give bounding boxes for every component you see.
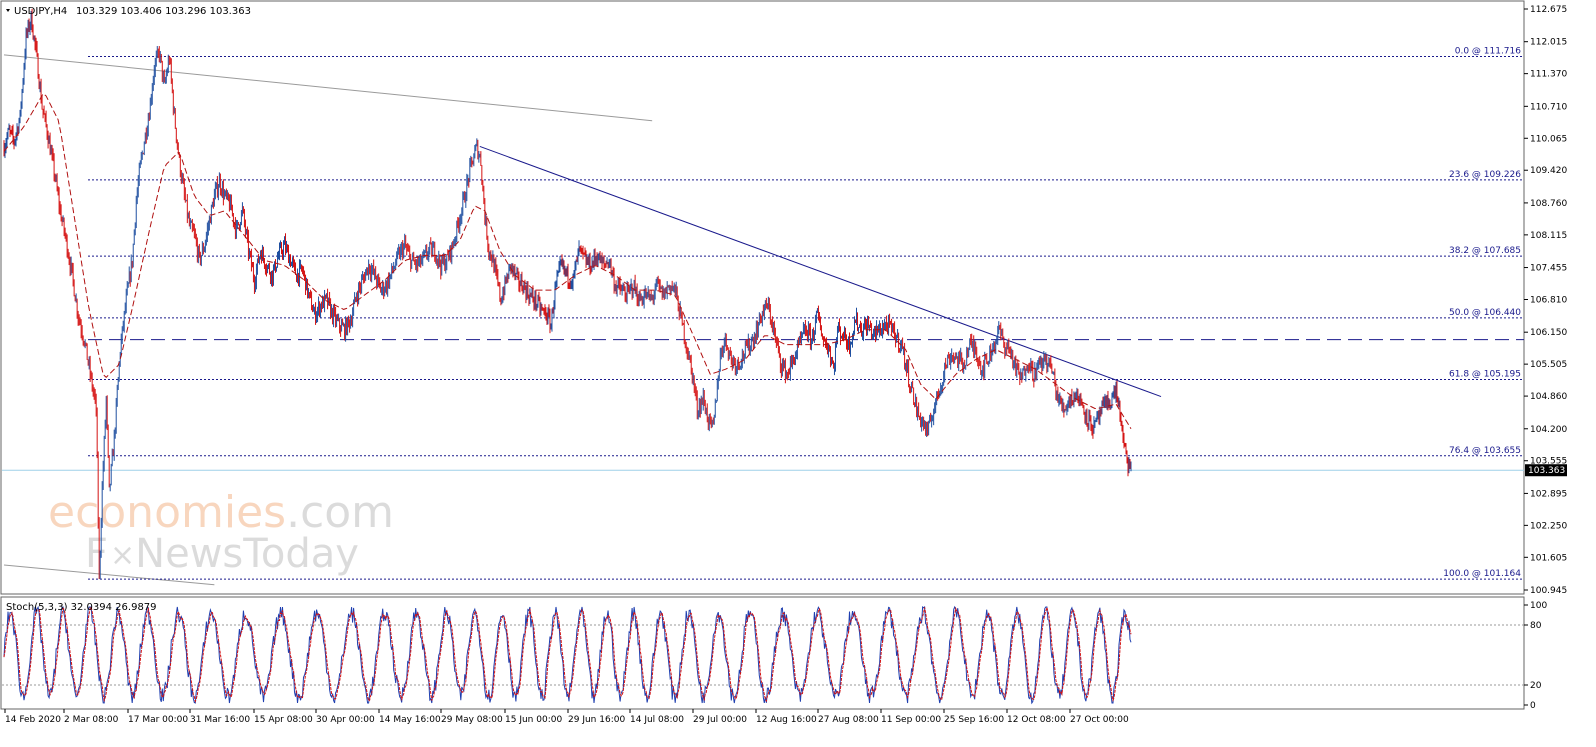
axes: 112.675 112.015 111.370 110.710 110.065 109.4… xyxy=(4,5,1567,725)
stoch-y-tick-label: 100 xyxy=(1530,601,1547,611)
current-price-box xyxy=(1525,464,1567,477)
fib-level-label: 76.4 @ 103.655 xyxy=(1449,446,1521,456)
chevron-down-icon[interactable] xyxy=(6,9,10,12)
y-tick-label: 100.945 xyxy=(1530,586,1567,596)
watermark-brand-a: economies.com xyxy=(48,487,394,538)
x-tick-label: 11 Sep 00:00 xyxy=(881,715,941,725)
y-tick-label: 104.200 xyxy=(1530,425,1567,435)
ma-line xyxy=(3,92,1132,430)
x-tick-label: 14 Feb 2020 xyxy=(5,715,61,725)
fib-level-label: 61.8 @ 105.195 xyxy=(1449,369,1521,379)
x-tick-label: 12 Aug 16:00 xyxy=(756,715,817,725)
x-tick-label: 31 Mar 16:00 xyxy=(190,715,250,725)
fib-level-label: 23.6 @ 109.226 xyxy=(1449,170,1521,180)
stoch-pane-frame xyxy=(0,596,1525,710)
y-tick-label: 107.455 xyxy=(1530,264,1567,274)
channel-lower-line[interactable] xyxy=(3,564,215,586)
y-tick-label: 103.555 xyxy=(1530,457,1567,467)
y-tick-label: 102.895 xyxy=(1530,489,1567,499)
x-tick-label: 2 Mar 08:00 xyxy=(64,715,119,725)
x-tick-label: 29 Jun 16:00 xyxy=(568,715,625,725)
y-tick-label: 106.150 xyxy=(1530,328,1567,338)
y-tick-label: 112.015 xyxy=(1530,38,1567,48)
stoch-main-line xyxy=(3,605,1132,705)
x-tick-label: 15 Jun 00:00 xyxy=(505,715,562,725)
stochastic-oscillator xyxy=(2,605,1524,705)
x-tick-label: 15 Apr 08:00 xyxy=(254,715,313,725)
drawing-objects: 0.0 @ 111.716 23.6 @ 109.226 38.2 @ 107.68… xyxy=(2,47,1524,586)
y-tick-label: 111.370 xyxy=(1530,70,1567,80)
y-tick-label: 112.675 xyxy=(1530,5,1567,15)
x-tick-label: 14 May 16:00 xyxy=(379,715,441,725)
fib-level-label: 100.0 @ 101.164 xyxy=(1443,569,1521,579)
y-tick-label: 105.505 xyxy=(1530,360,1567,370)
stoch-y-tick-label: 20 xyxy=(1530,681,1542,691)
ohlc-values: 103.329 103.406 103.296 103.363 xyxy=(76,6,251,17)
fib-level-label: 50.0 @ 106.440 xyxy=(1449,308,1521,318)
fib-level-label: 0.0 @ 111.716 xyxy=(1455,47,1522,57)
moving-average xyxy=(3,92,1132,430)
symbol-timeframe: USDJPY,H4 xyxy=(14,6,67,17)
channel-upper-line[interactable] xyxy=(3,54,653,122)
stoch-y-tick-label: 0 xyxy=(1530,701,1536,711)
x-tick-label: 27 Oct 00:00 xyxy=(1070,715,1129,725)
stoch-title: Stoch(5,3,3) 32.0394 26.9879 xyxy=(6,602,157,613)
y-tick-label: 110.710 xyxy=(1530,102,1567,112)
current-price-label: 103.363 xyxy=(1528,466,1565,476)
watermark-brand-c: F×NewsToday xyxy=(85,531,359,577)
y-tick-label: 108.115 xyxy=(1530,231,1567,241)
y-tick-label: 109.420 xyxy=(1530,166,1567,176)
x-tick-label: 12 Oct 08:00 xyxy=(1007,715,1066,725)
stoch-y-tick-label: 80 xyxy=(1530,621,1542,631)
x-tick-label: 29 Jul 00:00 xyxy=(693,715,747,725)
y-tick-label: 106.810 xyxy=(1530,296,1567,306)
y-tick-label: 104.860 xyxy=(1530,392,1567,402)
y-tick-label: 101.605 xyxy=(1530,553,1567,563)
stoch-signal-line xyxy=(3,605,1132,704)
fib-level-label: 38.2 @ 107.685 xyxy=(1449,246,1521,256)
trendline[interactable] xyxy=(479,145,1162,398)
x-tick-label: 27 Aug 08:00 xyxy=(818,715,879,725)
x-tick-label: 17 Mar 00:00 xyxy=(128,715,188,725)
symbol-header: USDJPY,H4 103.329 103.406 103.296 103.36… xyxy=(6,6,251,17)
x-tick-label: 30 Apr 00:00 xyxy=(316,715,375,725)
y-tick-label: 108.760 xyxy=(1530,199,1567,209)
candles xyxy=(3,8,1132,580)
y-tick-label: 102.250 xyxy=(1530,521,1567,531)
x-tick-label: 25 Sep 16:00 xyxy=(944,715,1004,725)
y-tick-label: 110.065 xyxy=(1530,134,1567,144)
main-pane-frame xyxy=(0,0,1525,595)
x-tick-label: 29 May 08:00 xyxy=(441,715,503,725)
x-tick-label: 14 Jul 08:00 xyxy=(630,715,684,725)
watermark: economies.com F×NewsToday xyxy=(48,487,394,577)
